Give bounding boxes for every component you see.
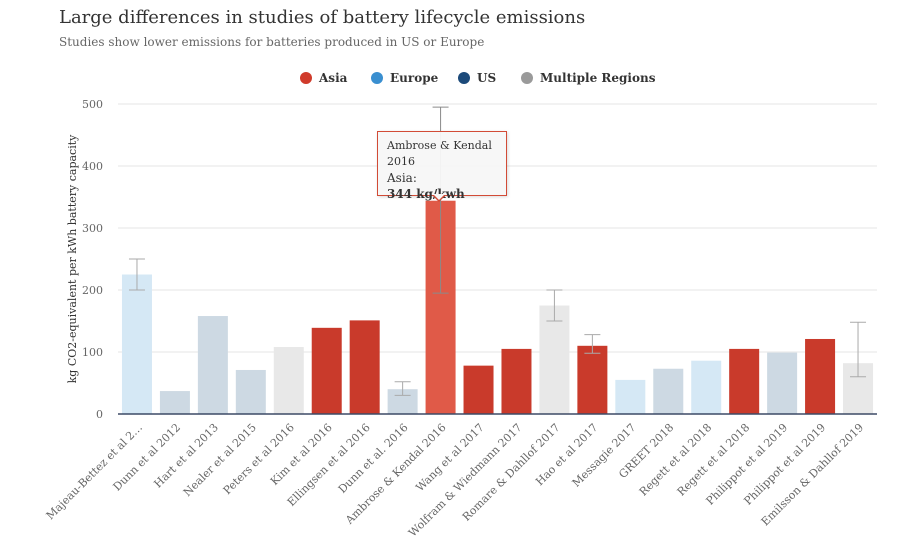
x-tick-label: Peters et al 2016 bbox=[221, 421, 297, 497]
legend-marker[interactable] bbox=[371, 72, 383, 84]
y-axis: 0 100 200 300 400 500 bbox=[82, 98, 103, 421]
x-tick-label: Regett et al 2018 bbox=[637, 421, 715, 499]
bar[interactable] bbox=[349, 320, 380, 414]
bar[interactable] bbox=[311, 327, 342, 414]
bar[interactable] bbox=[273, 347, 304, 414]
legend-label[interactable]: Multiple Regions bbox=[540, 71, 656, 85]
x-tick-label: Regett et al 2018 bbox=[675, 421, 753, 499]
x-tick-label: Hart et al 2013 bbox=[151, 421, 221, 491]
y-axis-label: kg CO2-equivalent per kWh battery capaci… bbox=[66, 134, 79, 384]
bar[interactable] bbox=[463, 365, 494, 414]
x-tick-label: Dunn et al 2012 bbox=[111, 421, 184, 494]
tooltip-arrow-fill bbox=[433, 194, 445, 200]
chart-title: Large differences in studies of battery … bbox=[59, 7, 586, 28]
bar[interactable] bbox=[577, 345, 608, 414]
legend: Asia Europe US Multiple Regions bbox=[300, 71, 656, 85]
bar[interactable] bbox=[615, 379, 646, 414]
bar[interactable] bbox=[501, 348, 532, 414]
x-tick-label: Nealer et al 2015 bbox=[181, 421, 259, 499]
bar[interactable] bbox=[767, 352, 798, 414]
tooltip-region: Asia: bbox=[387, 171, 417, 185]
legend-label[interactable]: Asia bbox=[318, 71, 348, 85]
legend-marker[interactable] bbox=[458, 72, 470, 84]
legend-label[interactable]: US bbox=[477, 71, 496, 85]
tooltip-study: Ambrose & Kendal 2016 bbox=[387, 139, 492, 168]
x-tick-label: Dunn et al. 2016 bbox=[336, 421, 411, 496]
bar[interactable] bbox=[691, 360, 722, 414]
bar[interactable] bbox=[159, 391, 190, 414]
y-tick-label: 500 bbox=[82, 98, 103, 111]
y-tick-label: 400 bbox=[82, 160, 103, 173]
y-tick-label: 0 bbox=[96, 408, 103, 421]
bar[interactable] bbox=[197, 316, 228, 414]
y-tick-label: 100 bbox=[82, 346, 103, 359]
bar[interactable] bbox=[653, 368, 684, 414]
legend-label[interactable]: Europe bbox=[390, 71, 439, 85]
x-axis: Majeau-Bettez et al 2…Dunn et al 2012Har… bbox=[44, 421, 866, 540]
y-tick-label: 200 bbox=[82, 284, 103, 297]
y-tick-label: 300 bbox=[82, 222, 103, 235]
x-tick-label: Wang et al 2017 bbox=[413, 421, 486, 494]
bar[interactable] bbox=[235, 369, 266, 414]
legend-marker[interactable] bbox=[300, 72, 312, 84]
bar[interactable] bbox=[729, 348, 760, 414]
bars bbox=[121, 200, 874, 415]
legend-marker[interactable] bbox=[521, 72, 533, 84]
tooltip: Ambrose & Kendal 2016 Asia: 344 kg/kwh bbox=[377, 131, 507, 201]
bar[interactable] bbox=[121, 274, 152, 415]
bar[interactable] bbox=[805, 338, 836, 414]
chart-subtitle: Studies show lower emissions for batteri… bbox=[59, 35, 485, 49]
bar[interactable] bbox=[539, 305, 570, 415]
